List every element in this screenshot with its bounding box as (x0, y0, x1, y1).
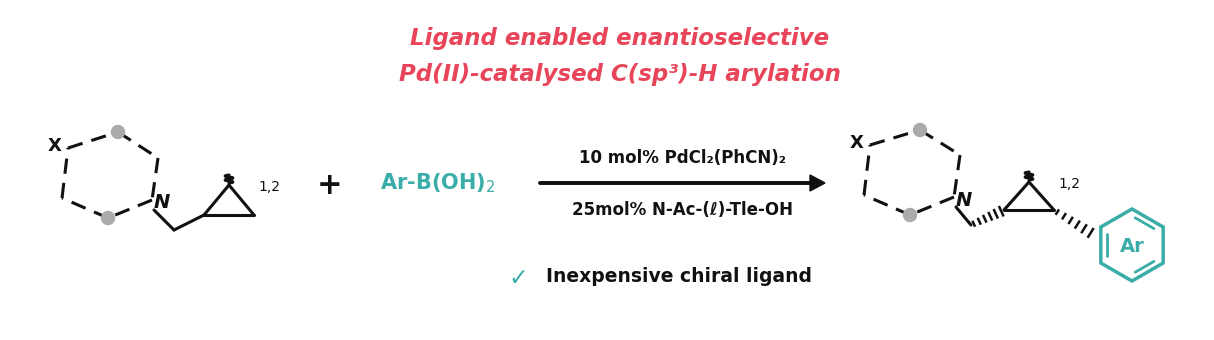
Text: X: X (49, 137, 62, 155)
Text: Inexpensive chiral ligand: Inexpensive chiral ligand (546, 268, 812, 287)
Text: 1,2: 1,2 (259, 180, 280, 194)
Circle shape (102, 211, 114, 224)
Circle shape (913, 123, 926, 136)
Text: ✓: ✓ (509, 266, 528, 290)
Text: N: N (955, 190, 972, 209)
Text: 25mol% N-Ac-(ℓ)-Tle-OH: 25mol% N-Ac-(ℓ)-Tle-OH (572, 201, 793, 219)
Text: Ar: Ar (1119, 238, 1145, 256)
Polygon shape (810, 175, 826, 191)
Text: +: + (317, 170, 342, 200)
Text: Ar-B(OH)$_2$: Ar-B(OH)$_2$ (380, 171, 495, 195)
Text: Ligand enabled enantioselective: Ligand enabled enantioselective (410, 27, 829, 50)
Text: X: X (850, 134, 864, 152)
Text: N: N (154, 193, 170, 212)
Circle shape (903, 208, 917, 221)
Text: 1,2: 1,2 (1057, 177, 1080, 191)
Text: 10 mol% PdCl₂(PhCN)₂: 10 mol% PdCl₂(PhCN)₂ (579, 149, 785, 167)
Text: Pd(II)-catalysed C(sp³)-H arylation: Pd(II)-catalysed C(sp³)-H arylation (399, 63, 841, 85)
Circle shape (112, 125, 125, 138)
